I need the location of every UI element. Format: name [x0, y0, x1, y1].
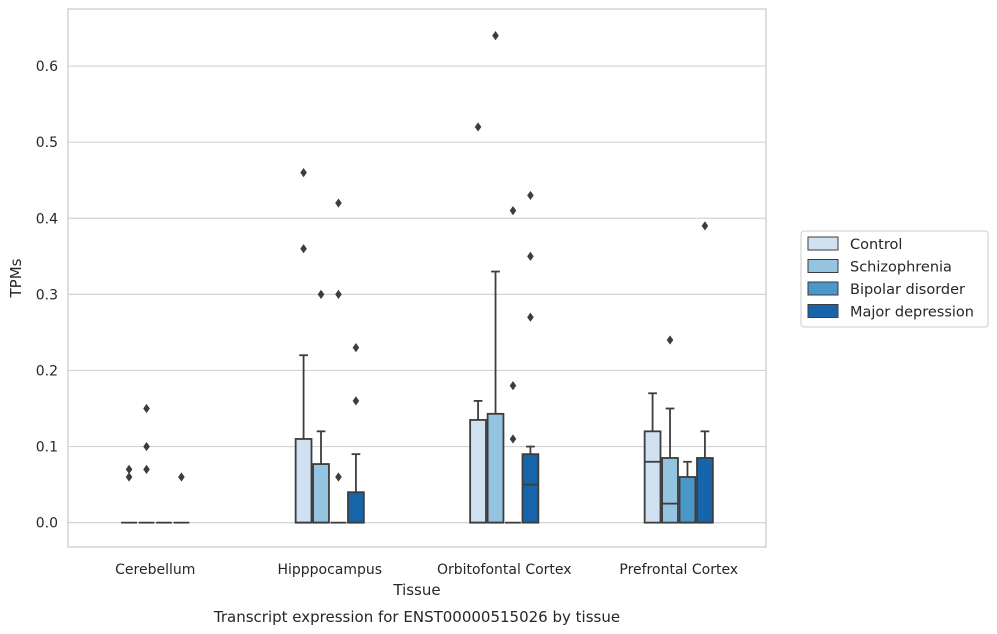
chart-caption: Transcript expression for ENST0000051502…: [213, 608, 620, 626]
y-tick-label: 0.4: [36, 211, 58, 227]
outlier-point: [335, 289, 342, 299]
plot-frame: [67, 8, 767, 548]
series-group: [138, 31, 679, 524]
outlier-point: [509, 206, 517, 216]
x-tick-labels: Cerebellum Hipppocampus Orbitofontal Corte…: [115, 562, 738, 578]
legend-frame: [800, 230, 989, 328]
outlier-point: [143, 403, 150, 414]
legend-swatch: [807, 259, 839, 273]
legend-label: Control: [850, 237, 902, 253]
outlier-point: [492, 31, 499, 41]
outlier-point: [527, 190, 534, 201]
y-tick-label: 0.2: [36, 363, 58, 379]
outlier-point: [143, 441, 150, 452]
outlier-point: [317, 289, 325, 299]
x-axis-label: Tissue: [392, 581, 440, 599]
legend-swatch: [807, 236, 839, 251]
outlier-point: [474, 122, 482, 132]
outlier-point: [125, 472, 133, 482]
x-tick-label: Orbitofontal Cortex: [437, 562, 572, 578]
box: [696, 457, 714, 524]
legend: Control Schizophrenia Bipolar disorder Majo…: [800, 230, 989, 328]
outlier-point: [125, 464, 133, 474]
y-tick-label: 0.3: [36, 287, 58, 303]
outlier-point: [527, 251, 534, 261]
box: [347, 491, 365, 524]
x-tick-label: Hipppocampus: [277, 562, 382, 578]
y-tick-label: 0.5: [36, 135, 58, 151]
y-tick-label: 0.0: [36, 516, 58, 532]
x-tick-label: Prefrontal Cortex: [619, 562, 738, 578]
outlier-point: [335, 198, 342, 208]
outlier-point: [352, 396, 360, 406]
y-tick-label: 0.1: [36, 440, 58, 456]
outlier-point: [666, 335, 674, 345]
y-tick-label: 0.6: [36, 59, 58, 75]
outlier-point: [143, 464, 150, 474]
box: [486, 412, 505, 524]
legend-label: Major depression: [850, 305, 974, 321]
y-axis-label: TPMs: [7, 258, 25, 298]
box: [294, 438, 313, 524]
outlier-point: [527, 312, 534, 322]
x-tick-label: Cerebellum: [115, 562, 195, 578]
outlier-point: [300, 244, 307, 254]
outlier-point: [509, 434, 517, 444]
series-group: [121, 122, 662, 524]
outlier-point: [701, 221, 709, 231]
outlier-point: [509, 381, 517, 391]
y-tick-labels: 0.0 0.1 0.2 0.3 0.4 0.5 0.6: [36, 59, 58, 532]
outlier-point: [352, 343, 360, 353]
series-group: [173, 190, 714, 524]
box: [312, 463, 330, 524]
box: [678, 476, 697, 524]
box: [661, 457, 679, 524]
box: [521, 453, 540, 524]
outlier-point: [335, 472, 342, 482]
outlier-point: [178, 472, 185, 482]
box: [643, 430, 662, 524]
outlier-point: [300, 168, 307, 178]
legend-swatch: [807, 304, 839, 318]
series-group: [156, 198, 697, 524]
box: [469, 419, 487, 524]
box-series: [121, 31, 714, 524]
legend-label: Schizophrenia: [850, 260, 952, 276]
legend-swatch: [807, 281, 839, 296]
legend-label: Bipolar disorder: [850, 282, 965, 298]
